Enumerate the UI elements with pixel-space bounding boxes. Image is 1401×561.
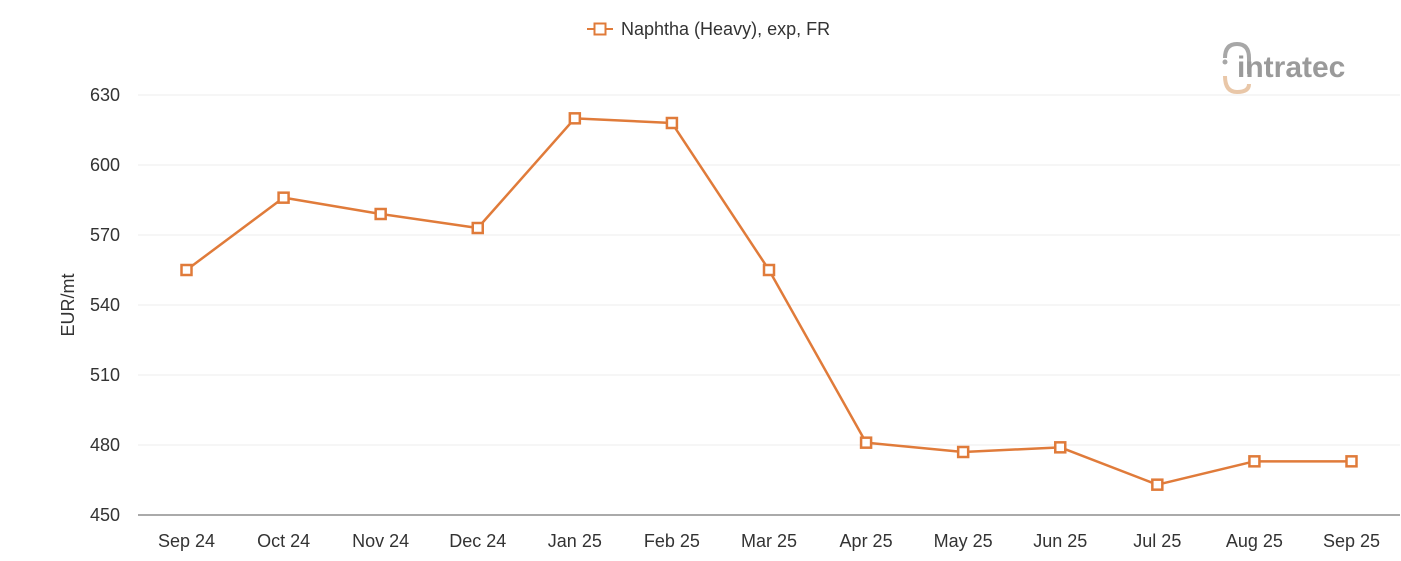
data-point-marker[interactable] bbox=[1054, 441, 1067, 454]
intratec-logo: intratec bbox=[1222, 41, 1345, 95]
series-line[interactable] bbox=[185, 117, 1352, 486]
x-tick-label: Mar 25 bbox=[741, 531, 797, 551]
data-point-marker[interactable] bbox=[277, 191, 290, 204]
x-tick-label: Jun 25 bbox=[1033, 531, 1087, 551]
y-tick-label: 510 bbox=[90, 365, 120, 385]
x-tick-label: May 25 bbox=[934, 531, 993, 551]
x-tick-label: Nov 24 bbox=[352, 531, 409, 551]
x-tick-label: Jan 25 bbox=[548, 531, 602, 551]
x-tick-label: Dec 24 bbox=[449, 531, 506, 551]
logo-text: intratec bbox=[1237, 51, 1345, 84]
intratec-logo-icon bbox=[1222, 41, 1251, 95]
y-tick-label: 600 bbox=[90, 155, 120, 175]
x-tick-label: Jul 25 bbox=[1133, 531, 1181, 551]
y-tick-label: 630 bbox=[90, 85, 120, 105]
data-point-marker[interactable] bbox=[762, 263, 776, 277]
x-tick-label: Oct 24 bbox=[257, 531, 310, 551]
y-axis-label: EUR/mt bbox=[58, 274, 78, 337]
x-tick-label: Apr 25 bbox=[840, 531, 893, 551]
y-tick-label: 480 bbox=[90, 435, 120, 455]
y-tick-label: 570 bbox=[90, 225, 120, 245]
series-group bbox=[180, 112, 1358, 491]
data-point-marker[interactable] bbox=[1345, 455, 1358, 468]
y-tick-labels: 450 480 510 540 570 600 630 bbox=[90, 85, 120, 525]
data-point-marker[interactable] bbox=[374, 207, 387, 221]
data-point-marker[interactable] bbox=[568, 112, 582, 125]
x-tick-label: Sep 24 bbox=[158, 531, 215, 551]
data-point-marker[interactable] bbox=[471, 221, 484, 235]
y-tick-label: 540 bbox=[90, 295, 120, 315]
grid-lines bbox=[138, 94, 1400, 446]
data-point-marker[interactable] bbox=[665, 116, 679, 130]
x-tick-label: Aug 25 bbox=[1226, 531, 1283, 551]
data-point-marker[interactable] bbox=[956, 445, 970, 459]
x-tick-label: Sep 25 bbox=[1323, 531, 1380, 551]
data-point-marker[interactable] bbox=[180, 263, 193, 277]
legend-marker-icon bbox=[593, 22, 607, 36]
legend[interactable]: Naphtha (Heavy), exp, FR bbox=[587, 19, 830, 39]
data-point-marker[interactable] bbox=[1151, 478, 1164, 491]
data-point-marker[interactable] bbox=[1248, 455, 1261, 468]
x-tick-label: Feb 25 bbox=[644, 531, 700, 551]
legend-label: Naphtha (Heavy), exp, FR bbox=[621, 19, 830, 39]
y-tick-label: 450 bbox=[90, 505, 120, 525]
data-point-marker[interactable] bbox=[859, 436, 873, 449]
x-tick-labels: Sep 24 Oct 24 Nov 24 Dec 24 Jan 25 Feb 25 Mar … bbox=[158, 531, 1380, 551]
